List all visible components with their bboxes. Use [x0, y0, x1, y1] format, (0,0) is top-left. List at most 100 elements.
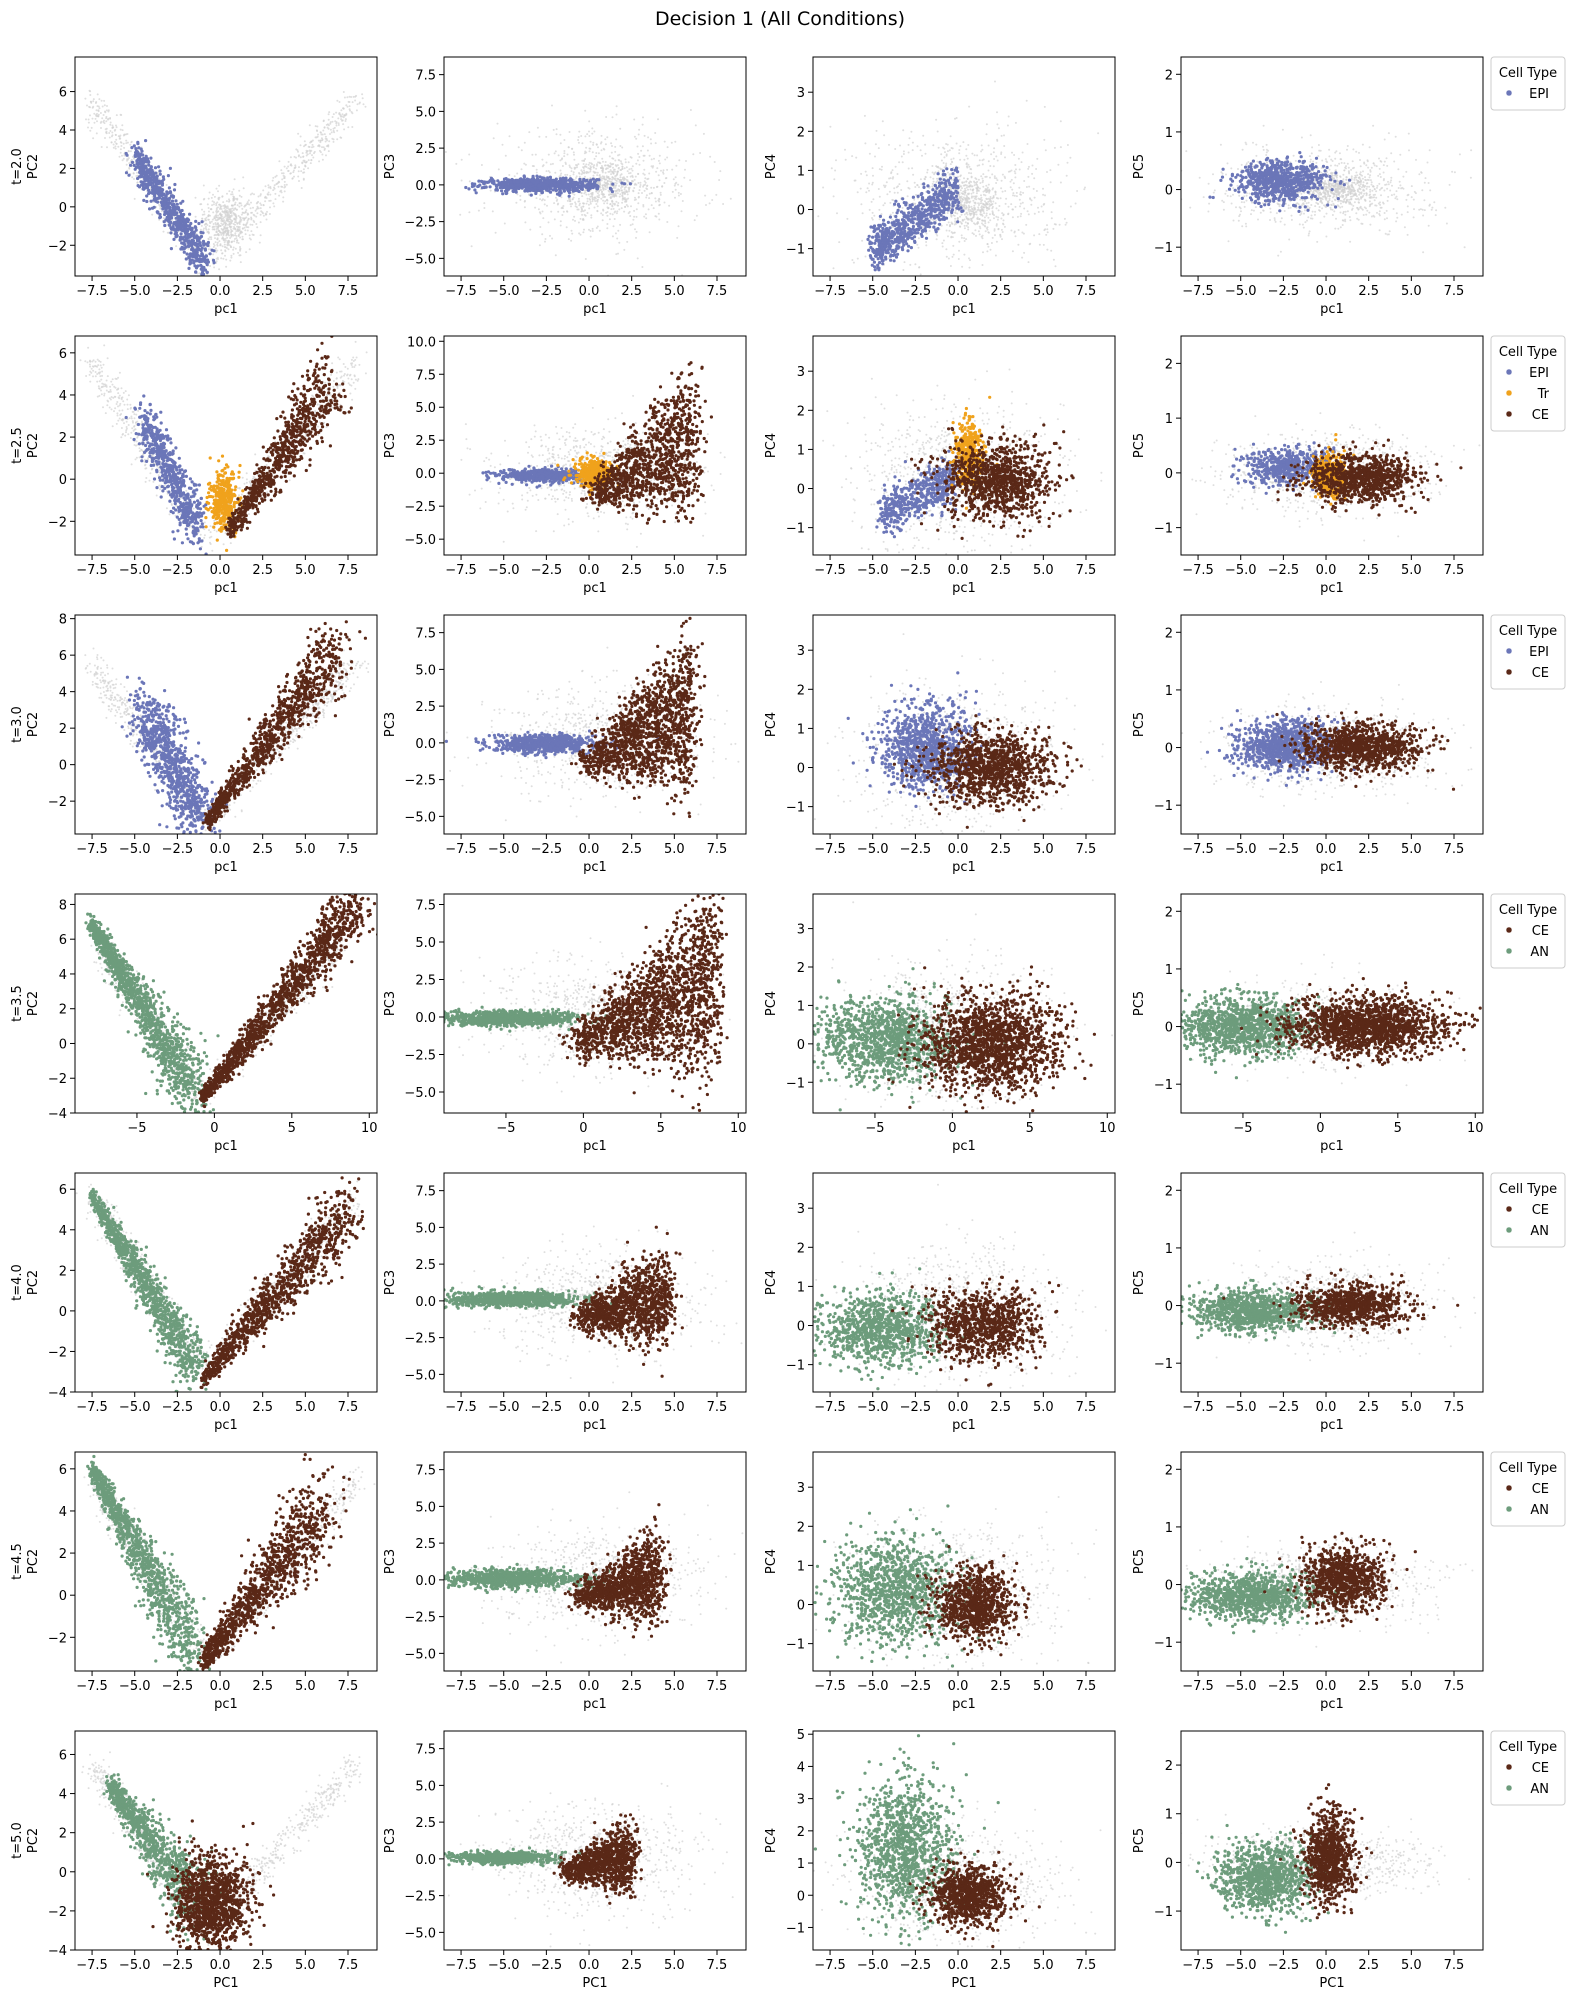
data-point — [993, 158, 995, 160]
data-point — [974, 182, 976, 184]
x-tick-label: −7.5 — [76, 284, 108, 299]
data-point — [216, 219, 218, 221]
data-point — [682, 200, 684, 202]
data-point — [99, 107, 101, 109]
data-point — [238, 235, 240, 237]
data-point — [514, 175, 516, 177]
data-point — [860, 173, 862, 175]
data-point — [94, 122, 96, 124]
data-point — [935, 233, 937, 235]
data-point — [309, 124, 311, 126]
data-point — [549, 235, 551, 237]
data-point — [1035, 168, 1037, 170]
data-point — [354, 100, 356, 102]
data-point — [607, 207, 609, 209]
data-point — [935, 181, 937, 183]
data-point — [605, 168, 607, 170]
data-point — [632, 219, 634, 221]
data-point — [626, 184, 628, 186]
data-point — [604, 165, 606, 167]
data-point — [663, 169, 665, 171]
data-point — [980, 175, 982, 177]
data-point — [574, 179, 576, 181]
data-point — [236, 239, 238, 241]
data-point — [881, 169, 883, 171]
data-point — [504, 223, 506, 225]
data-point — [996, 111, 998, 113]
data-point — [209, 225, 211, 227]
data-point — [163, 202, 166, 205]
data-point — [278, 186, 280, 188]
data-point — [213, 243, 215, 245]
x-tick-label: −2.5 — [531, 284, 563, 299]
data-point — [864, 115, 866, 117]
data-point — [516, 173, 518, 175]
data-point — [606, 187, 608, 189]
data-point — [240, 218, 242, 220]
data-point — [865, 191, 867, 193]
data-point — [241, 196, 243, 198]
data-point — [600, 212, 602, 214]
data-point — [596, 174, 598, 176]
data-point — [253, 221, 255, 223]
data-point — [218, 240, 220, 242]
data-point — [611, 157, 613, 159]
data-point — [322, 130, 324, 132]
data-point — [92, 100, 94, 102]
data-point — [995, 255, 997, 257]
data-point — [250, 207, 252, 209]
data-point — [605, 188, 607, 190]
data-point — [997, 160, 999, 162]
data-point — [357, 103, 359, 105]
data-point — [284, 166, 286, 168]
data-point — [1002, 214, 1004, 216]
data-point — [964, 192, 966, 194]
data-point — [214, 237, 216, 239]
data-point — [592, 178, 595, 181]
data-point — [936, 178, 938, 180]
data-point — [892, 178, 894, 180]
data-point — [589, 150, 591, 152]
data-point — [89, 90, 91, 92]
data-point — [553, 202, 555, 204]
data-point — [339, 112, 341, 114]
data-point — [835, 159, 837, 161]
data-point — [1015, 122, 1017, 124]
data-point — [591, 127, 593, 129]
data-point — [934, 172, 936, 174]
data-point — [577, 201, 579, 203]
data-point — [108, 132, 110, 134]
data-point — [638, 134, 640, 136]
data-point — [260, 221, 262, 223]
data-point — [602, 171, 604, 173]
data-point — [645, 182, 647, 184]
data-point — [875, 143, 877, 145]
data-point — [929, 230, 931, 232]
data-point — [528, 188, 531, 191]
data-point — [953, 175, 955, 177]
data-point — [234, 213, 236, 215]
data-point — [535, 154, 537, 156]
data-point — [216, 250, 218, 252]
data-point — [283, 187, 285, 189]
data-point — [342, 119, 344, 121]
data-point — [103, 100, 105, 102]
data-point — [991, 242, 993, 244]
data-point — [212, 249, 215, 252]
data-point — [654, 132, 656, 134]
data-point — [967, 144, 969, 146]
data-point — [136, 182, 138, 184]
data-point — [1066, 222, 1068, 224]
data-point — [167, 174, 170, 177]
data-point — [1030, 204, 1032, 206]
data-point — [188, 235, 191, 238]
data-point — [584, 191, 586, 193]
data-point — [659, 179, 661, 181]
data-point — [201, 218, 203, 220]
data-point — [272, 202, 274, 204]
data-point — [592, 144, 594, 146]
data-point — [961, 192, 963, 194]
data-point — [597, 199, 599, 201]
data-point — [96, 113, 98, 115]
data-point — [1047, 231, 1049, 233]
